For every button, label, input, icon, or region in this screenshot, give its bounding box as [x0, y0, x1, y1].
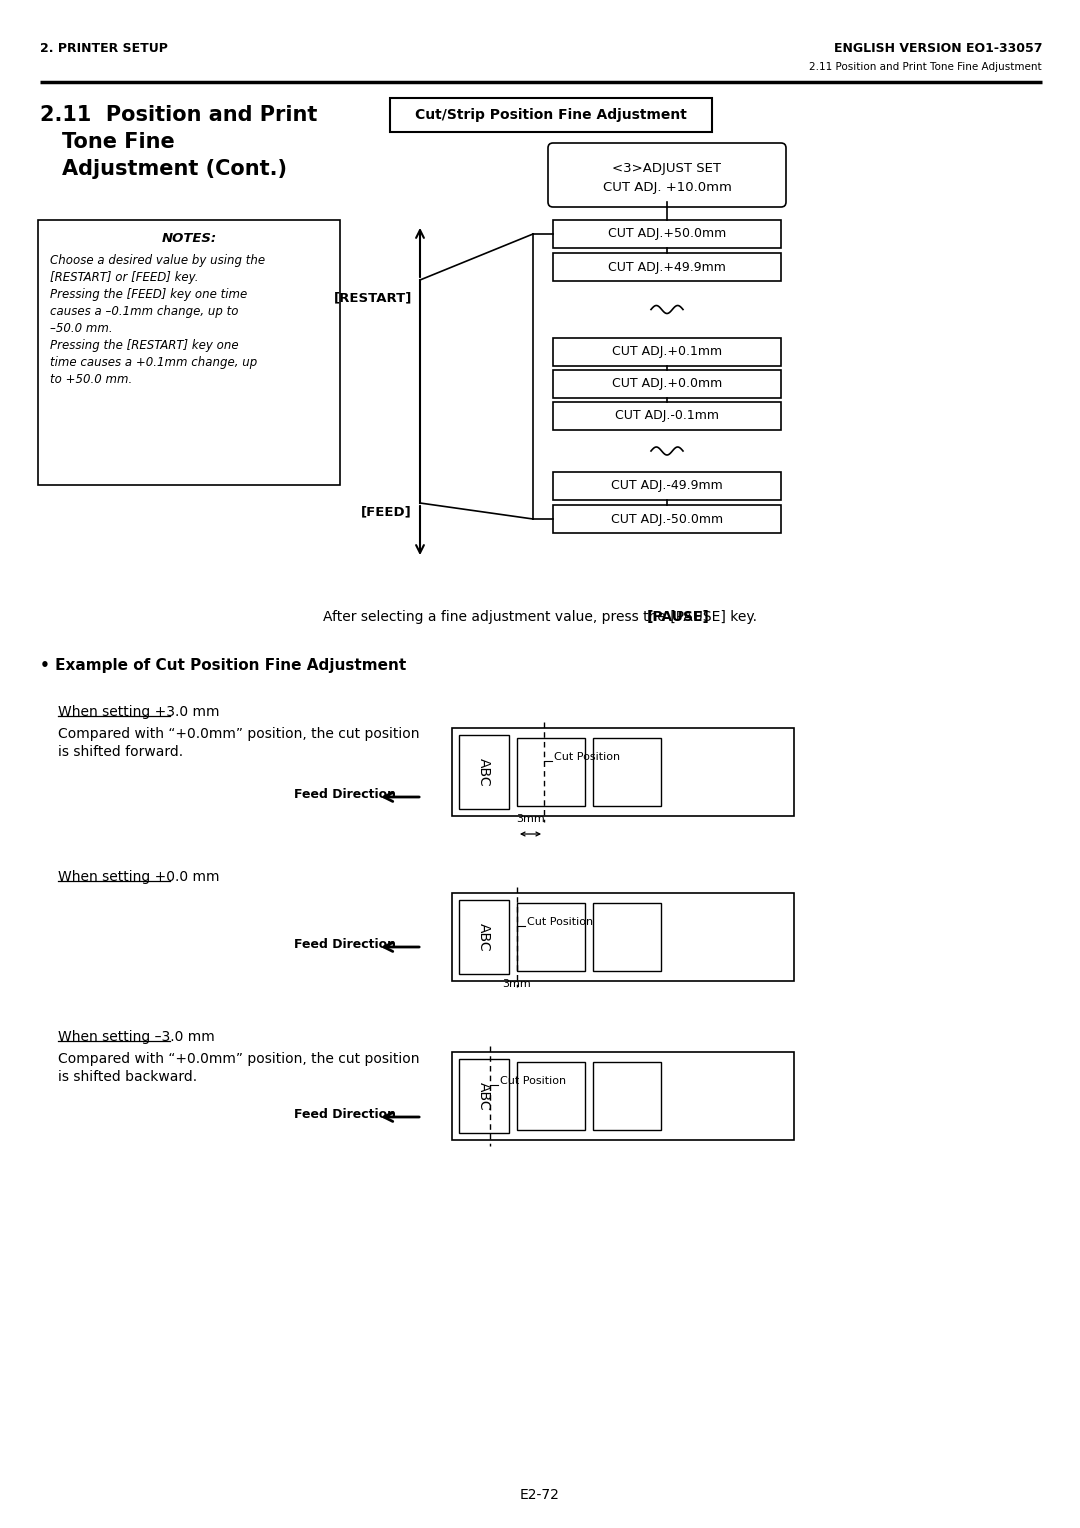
- Text: Compared with “+0.0mm” position, the cut position: Compared with “+0.0mm” position, the cut…: [58, 1051, 419, 1067]
- Bar: [553, 338, 781, 367]
- Bar: [459, 1059, 509, 1132]
- Text: 2. PRINTER SETUP: 2. PRINTER SETUP: [40, 41, 167, 55]
- Text: ABC: ABC: [477, 923, 491, 952]
- Text: [FEED]: [FEED]: [361, 506, 411, 518]
- Text: E2-72: E2-72: [521, 1488, 559, 1502]
- Bar: [517, 738, 585, 805]
- Text: When setting +3.0 mm: When setting +3.0 mm: [58, 704, 219, 720]
- Text: When setting –3.0 mm: When setting –3.0 mm: [58, 1030, 215, 1044]
- Text: When setting +0.0 mm: When setting +0.0 mm: [58, 869, 219, 885]
- Text: CUT ADJ.+0.0mm: CUT ADJ.+0.0mm: [612, 377, 723, 391]
- Text: [RESTART]: [RESTART]: [334, 292, 411, 304]
- Text: 3mm: 3mm: [502, 979, 531, 989]
- Text: Feed Direction: Feed Direction: [294, 938, 396, 950]
- FancyBboxPatch shape: [548, 144, 786, 206]
- Text: After selecting a fine adjustment value, press the [PAUSE] key.: After selecting a fine adjustment value,…: [323, 610, 757, 623]
- Bar: [593, 738, 661, 805]
- Text: Cut Position: Cut Position: [554, 752, 620, 762]
- Text: [RESTART] or [FEED] key.: [RESTART] or [FEED] key.: [50, 270, 199, 284]
- Bar: [390, 98, 712, 131]
- Text: Choose a desired value by using the: Choose a desired value by using the: [50, 254, 265, 267]
- Text: Compared with “+0.0mm” position, the cut position: Compared with “+0.0mm” position, the cut…: [58, 727, 419, 741]
- Text: CUT ADJ.-0.1mm: CUT ADJ.-0.1mm: [615, 410, 719, 423]
- Bar: [553, 504, 781, 533]
- Text: Tone Fine: Tone Fine: [62, 131, 175, 151]
- Text: Cut/Strip Position Fine Adjustment: Cut/Strip Position Fine Adjustment: [415, 108, 687, 122]
- Bar: [453, 727, 794, 816]
- Bar: [593, 903, 661, 970]
- Text: 2.11 Position and Print Tone Fine Adjustment: 2.11 Position and Print Tone Fine Adjust…: [809, 63, 1042, 72]
- Bar: [553, 472, 781, 500]
- Text: <3>ADJUST SET: <3>ADJUST SET: [612, 162, 721, 176]
- Text: CUT ADJ.-49.9mm: CUT ADJ.-49.9mm: [611, 480, 723, 492]
- Bar: [38, 220, 340, 484]
- Text: 2.11  Position and Print: 2.11 Position and Print: [40, 105, 318, 125]
- Bar: [553, 402, 781, 429]
- Text: Pressing the [FEED] key one time: Pressing the [FEED] key one time: [50, 287, 247, 301]
- Text: is shifted backward.: is shifted backward.: [58, 1070, 198, 1083]
- Text: CUT ADJ.-50.0mm: CUT ADJ.-50.0mm: [611, 512, 724, 526]
- Text: CUT ADJ.+49.9mm: CUT ADJ.+49.9mm: [608, 260, 726, 274]
- Text: Cut Position: Cut Position: [527, 917, 593, 927]
- Bar: [517, 1062, 585, 1131]
- Text: time causes a +0.1mm change, up: time causes a +0.1mm change, up: [50, 356, 257, 368]
- Text: to +50.0 mm.: to +50.0 mm.: [50, 373, 132, 387]
- Text: ABC: ABC: [477, 1082, 491, 1111]
- Text: CUT ADJ. +10.0mm: CUT ADJ. +10.0mm: [603, 180, 731, 194]
- Text: Cut Position: Cut Position: [500, 1076, 566, 1086]
- Bar: [553, 220, 781, 248]
- Text: ENGLISH VERSION EO1-33057: ENGLISH VERSION EO1-33057: [834, 41, 1042, 55]
- Text: CUT ADJ.+50.0mm: CUT ADJ.+50.0mm: [608, 228, 726, 240]
- Text: [PAUSE]: [PAUSE]: [647, 610, 711, 623]
- Text: causes a –0.1mm change, up to: causes a –0.1mm change, up to: [50, 306, 239, 318]
- Text: ABC: ABC: [477, 758, 491, 787]
- Text: is shifted forward.: is shifted forward.: [58, 746, 184, 759]
- Text: Feed Direction: Feed Direction: [294, 1108, 396, 1122]
- Bar: [553, 370, 781, 397]
- Bar: [459, 735, 509, 808]
- Bar: [593, 1062, 661, 1131]
- Bar: [517, 903, 585, 970]
- Bar: [453, 892, 794, 981]
- Text: –50.0 mm.: –50.0 mm.: [50, 322, 112, 335]
- Text: Pressing the [RESTART] key one: Pressing the [RESTART] key one: [50, 339, 239, 351]
- Text: Feed Direction: Feed Direction: [294, 788, 396, 801]
- Text: CUT ADJ.+0.1mm: CUT ADJ.+0.1mm: [612, 345, 723, 359]
- Text: NOTES:: NOTES:: [161, 232, 217, 244]
- Bar: [453, 1051, 794, 1140]
- Text: Adjustment (Cont.): Adjustment (Cont.): [62, 159, 287, 179]
- Text: • Example of Cut Position Fine Adjustment: • Example of Cut Position Fine Adjustmen…: [40, 659, 406, 672]
- Bar: [459, 900, 509, 973]
- Text: 3mm: 3mm: [516, 814, 545, 824]
- Bar: [553, 254, 781, 281]
